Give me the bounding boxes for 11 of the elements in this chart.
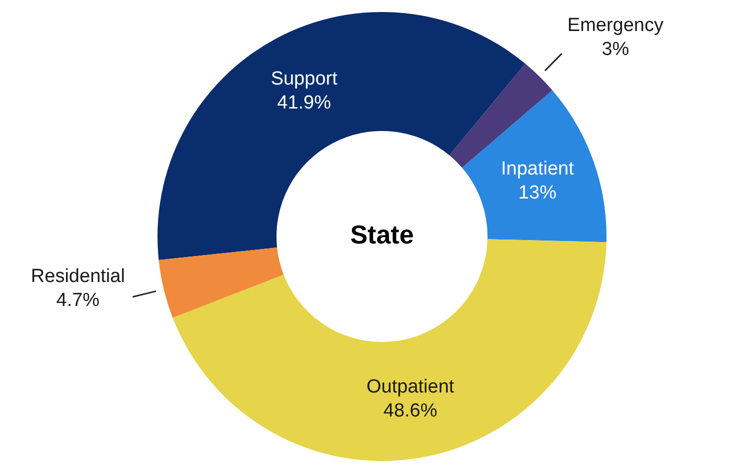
slice-label: Outpatient <box>366 376 455 398</box>
data-label: 13% <box>518 182 557 204</box>
data-label: 3% <box>602 39 630 60</box>
slice-label: Residential <box>30 266 125 287</box>
slice-label: Inpatient <box>500 158 575 180</box>
slice-label: Support <box>270 68 338 90</box>
data-label: 41.9% <box>277 92 332 114</box>
slice-label: Emergency <box>567 15 664 36</box>
text: State <box>350 220 414 250</box>
data-label: 4.7% <box>56 290 100 311</box>
data-label: 48.6% <box>383 400 438 422</box>
